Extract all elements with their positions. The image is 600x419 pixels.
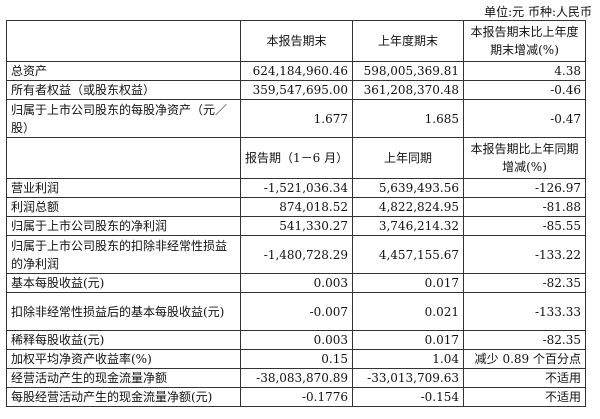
table-row: 利润总额 874,018.52 4,822,824.95 -81.88 — [6, 197, 586, 217]
cell-value: 4,457,155.67 — [352, 235, 464, 274]
cell-value: 361,208,370.48 — [352, 80, 464, 100]
cell-value: 0.15 — [240, 349, 353, 369]
cell-value: -126.97 — [463, 178, 586, 198]
column-header: 报告期（1－6 月） — [240, 137, 353, 179]
column-header — [6, 20, 241, 62]
financial-table: 本报告期末 上年度期末 本报告期末比上年度期末增减(%) 总资产 624,184,960… — [6, 20, 586, 407]
cell-value: 4,822,824.95 — [352, 197, 464, 217]
cell-value: 不适用 — [463, 368, 586, 388]
cell-value: -0.1776 — [240, 387, 353, 407]
cell-value: 0.003 — [240, 330, 353, 350]
column-header: 本报告期比上年同期增减(%) — [463, 137, 586, 179]
cell-value: 0.017 — [352, 330, 464, 350]
cell-value: 359,547,695.00 — [240, 80, 353, 100]
table-row: 归属于上市公司股东的净利润 541,330.27 3,746,214.32 -85.5… — [6, 216, 586, 236]
cell-value: 0.021 — [352, 292, 464, 331]
column-header: 本报告期末比上年度期末增减(%) — [463, 20, 586, 62]
cell-value: 减少 0.89 个百分点 — [463, 349, 586, 369]
cell-value: -0.47 — [463, 99, 586, 138]
table-row: 总资产 624,184,960.46 598,005,369.81 4.38 — [6, 61, 586, 81]
cell-value: 3,746,214.32 — [352, 216, 464, 236]
cell-value: -85.55 — [463, 216, 586, 236]
cell-value: 874,018.52 — [240, 197, 353, 217]
row-label: 归属于上市公司股东的扣除非经常性损益的净利润 — [6, 235, 241, 274]
row-label: 稀释每股收益(元) — [6, 330, 241, 350]
cell-value: 0.003 — [240, 273, 353, 293]
cell-value: 598,005,369.81 — [352, 61, 464, 81]
row-label: 经营活动产生的现金流量净额 — [6, 368, 241, 388]
table-header-row: 本报告期末 上年度期末 本报告期末比上年度期末增减(%) — [6, 20, 586, 62]
row-label: 加权平均净资产收益率(%) — [6, 349, 241, 369]
cell-value: 5,639,493.56 — [352, 178, 464, 198]
cell-value: -133.22 — [463, 235, 586, 274]
cell-value: 1.04 — [352, 349, 464, 369]
cell-value: -0.007 — [240, 292, 353, 331]
cell-value: -0.154 — [352, 387, 464, 407]
row-label: 所有者权益（或股东权益） — [6, 80, 241, 100]
table-row: 归属于上市公司股东的扣除非经常性损益的净利润 -1,480,728.29 4,457… — [6, 235, 586, 274]
cell-value: 541,330.27 — [240, 216, 353, 236]
cell-value: -82.35 — [463, 330, 586, 350]
row-label: 利润总额 — [6, 197, 241, 217]
cell-value: -38,083,870.89 — [240, 368, 353, 388]
cell-value: -1,521,036.34 — [240, 178, 353, 198]
cell-value: -33,013,709.63 — [352, 368, 464, 388]
cell-value: 1.677 — [240, 99, 353, 138]
cell-value: 4.38 — [463, 61, 586, 81]
table-header-row: 报告期（1－6 月） 上年同期 本报告期比上年同期增减(%) — [6, 137, 586, 179]
table-row: 所有者权益（或股东权益） 359,547,695.00 361,208,370.48… — [6, 80, 586, 100]
table-row: 扣除非经常性损益后的基本每股收益(元) -0.007 0.021 -133.33 — [6, 292, 586, 331]
row-label: 基本每股收益(元) — [6, 273, 241, 293]
cell-value: -0.46 — [463, 80, 586, 100]
table-row: 稀释每股收益(元) 0.003 0.017 -82.35 — [6, 330, 586, 350]
row-label: 归属于上市公司股东的净利润 — [6, 216, 241, 236]
cell-value: 624,184,960.46 — [240, 61, 353, 81]
cell-value: -1,480,728.29 — [240, 235, 353, 274]
cell-value: -133.33 — [463, 292, 586, 331]
table-row: 经营活动产生的现金流量净额 -38,083,870.89 -33,013,709.6… — [6, 368, 586, 388]
row-label: 每股经营活动产生的现金流量净额(元) — [6, 387, 241, 407]
table-row: 每股经营活动产生的现金流量净额(元) -0.1776 -0.154 不适用 — [6, 387, 586, 407]
cell-value: -81.88 — [463, 197, 586, 217]
cell-value: 0.017 — [352, 273, 464, 293]
cell-value: 1.685 — [352, 99, 464, 138]
table-row: 营业利润 -1,521,036.34 5,639,493.56 -126.97 — [6, 178, 586, 198]
column-header: 上年同期 — [352, 137, 464, 179]
table-row: 基本每股收益(元) 0.003 0.017 -82.35 — [6, 273, 586, 293]
row-label: 扣除非经常性损益后的基本每股收益(元) — [6, 292, 241, 331]
column-header — [6, 137, 241, 179]
cell-value: 不适用 — [463, 387, 586, 407]
column-header: 上年度期末 — [352, 20, 464, 62]
table-row: 归属于上市公司股东的每股净资产（元／股） 1.677 1.685 -0.47 — [6, 99, 586, 138]
row-label: 营业利润 — [6, 178, 241, 198]
column-header: 本报告期末 — [240, 20, 353, 62]
row-label: 归属于上市公司股东的每股净资产（元／股） — [6, 99, 241, 138]
table-row: 加权平均净资产收益率(%) 0.15 1.04 减少 0.89 个百分点 — [6, 349, 586, 369]
unit-note: 单位:元 币种:人民币 — [484, 5, 592, 19]
cell-value: -82.35 — [463, 273, 586, 293]
row-label: 总资产 — [6, 61, 241, 81]
